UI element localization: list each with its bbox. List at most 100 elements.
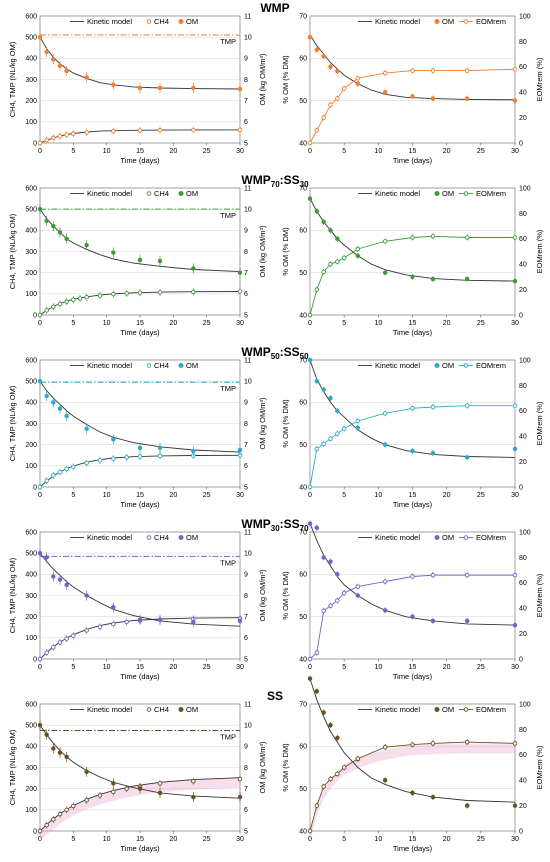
x-tick-label: 15 [136, 664, 144, 671]
om-point [512, 446, 518, 452]
y2-tick-label: 100 [519, 13, 531, 20]
ch4-point [191, 779, 196, 784]
eomrem-point [341, 590, 347, 596]
om-point [382, 777, 388, 783]
om-point [335, 236, 340, 242]
ch4-point [97, 293, 103, 298]
y2-axis-label: OM (kg OM/m³) [258, 225, 267, 278]
legend-eomrem-marker [463, 19, 469, 24]
x-tick-label: 25 [203, 836, 211, 843]
x-tick-label: 25 [203, 148, 211, 155]
ch4-point [64, 299, 69, 304]
y2-tick-label: 11 [244, 701, 251, 708]
y-tick-label: 70 [299, 529, 307, 536]
legend-om-swatch [434, 363, 440, 368]
eomrem-point [314, 128, 320, 133]
om-point [321, 387, 326, 392]
om-point [44, 732, 49, 737]
right-panel-WMP50: 0 5 10 15 20 25 30 40 50 60 70 0 20 40 60 80 100 Time (da… [281, 357, 544, 509]
plot-frame [309, 359, 516, 488]
om-point [51, 400, 56, 405]
eomrem-point [382, 579, 388, 584]
y-tick-label: 300 [25, 765, 37, 772]
x-tick-label: 25 [477, 320, 485, 327]
legend-model-label: Kinetic model [375, 361, 420, 370]
plot-frame [309, 703, 516, 832]
y-tick-label: 400 [25, 400, 37, 407]
eomrem-point [314, 803, 320, 808]
y-tick-label: 40 [299, 312, 307, 319]
eomrem-point [307, 484, 313, 490]
x-tick-label: 5 [342, 148, 346, 155]
x-tick-label: 10 [103, 492, 111, 499]
panel-title-subscript: 70 [271, 180, 280, 189]
legend-om-label: OM [442, 17, 454, 26]
eomrem-point [382, 744, 388, 750]
y2-tick-label: 6 [244, 291, 248, 298]
y-tick-label: 100 [25, 291, 37, 298]
x-tick-label: 20 [443, 492, 451, 499]
legend-om-label: OM [186, 189, 198, 198]
om-point [464, 276, 470, 282]
panel-title: WMP30:SS70 [241, 517, 309, 533]
eomrem-line [309, 68, 516, 144]
y-tick-label: 600 [25, 701, 37, 708]
y-axis-label: % OM (% DM) [281, 55, 290, 104]
y-tick-label: 100 [25, 635, 37, 642]
ch4-point [71, 464, 76, 470]
ch4-point [157, 128, 163, 133]
ch4-point [64, 807, 69, 813]
eomrem-point [335, 96, 340, 101]
om-point [430, 794, 436, 800]
y-tick-label: 0 [33, 312, 37, 319]
om-point [111, 781, 116, 786]
om-point [57, 750, 63, 755]
y-tick-label: 70 [299, 701, 307, 708]
panel-title-subscript: 30 [271, 524, 280, 533]
om-point [355, 425, 361, 430]
eomrem-point [410, 68, 415, 73]
ch4-model-line [39, 454, 241, 488]
ch4-point [111, 456, 116, 461]
om-point [430, 96, 436, 101]
eomrem-point [321, 784, 326, 789]
x-tick-label: 30 [236, 320, 244, 327]
x-tick-label: 0 [308, 320, 312, 327]
legend-model-label: Kinetic model [87, 705, 132, 714]
y2-tick-label: 10 [244, 723, 252, 730]
om-point [335, 572, 340, 577]
om-point [191, 794, 196, 800]
legend-model-label: Kinetic model [87, 533, 132, 542]
plot-frame [309, 187, 516, 316]
eomrem-point [464, 739, 470, 745]
legend-eomrem-marker [463, 363, 469, 368]
legend-eomrem-marker [463, 191, 469, 196]
eomrem-point [321, 441, 326, 447]
y2-tick-label: 6 [244, 635, 248, 642]
y-tick-label: 200 [25, 98, 37, 105]
tmp-label: TMP [220, 37, 236, 46]
om-point [512, 278, 518, 284]
eomrem-point [430, 68, 436, 73]
om-point [137, 85, 143, 91]
om-model-line [39, 36, 241, 90]
x-axis-label: Time (days) [393, 672, 433, 681]
y-tick-label: 50 [299, 786, 307, 793]
confidence-band [310, 743, 515, 841]
om-point [512, 803, 518, 808]
om-point [84, 593, 89, 598]
y2-tick-label: 10 [244, 35, 252, 42]
om-point [410, 790, 415, 796]
om-point [37, 378, 43, 384]
y2-tick-label: 9 [244, 400, 248, 407]
x-tick-label: 20 [443, 664, 451, 671]
eomrem-point [321, 269, 326, 275]
panel-title-text: WMP [260, 1, 289, 15]
om-model-line [39, 380, 241, 453]
x-tick-label: 25 [203, 492, 211, 499]
eomrem-point [410, 235, 415, 240]
y-tick-label: 50 [299, 442, 307, 449]
ch4-point [51, 645, 56, 650]
eomrem-point [328, 261, 333, 267]
y-tick-label: 600 [25, 357, 37, 364]
